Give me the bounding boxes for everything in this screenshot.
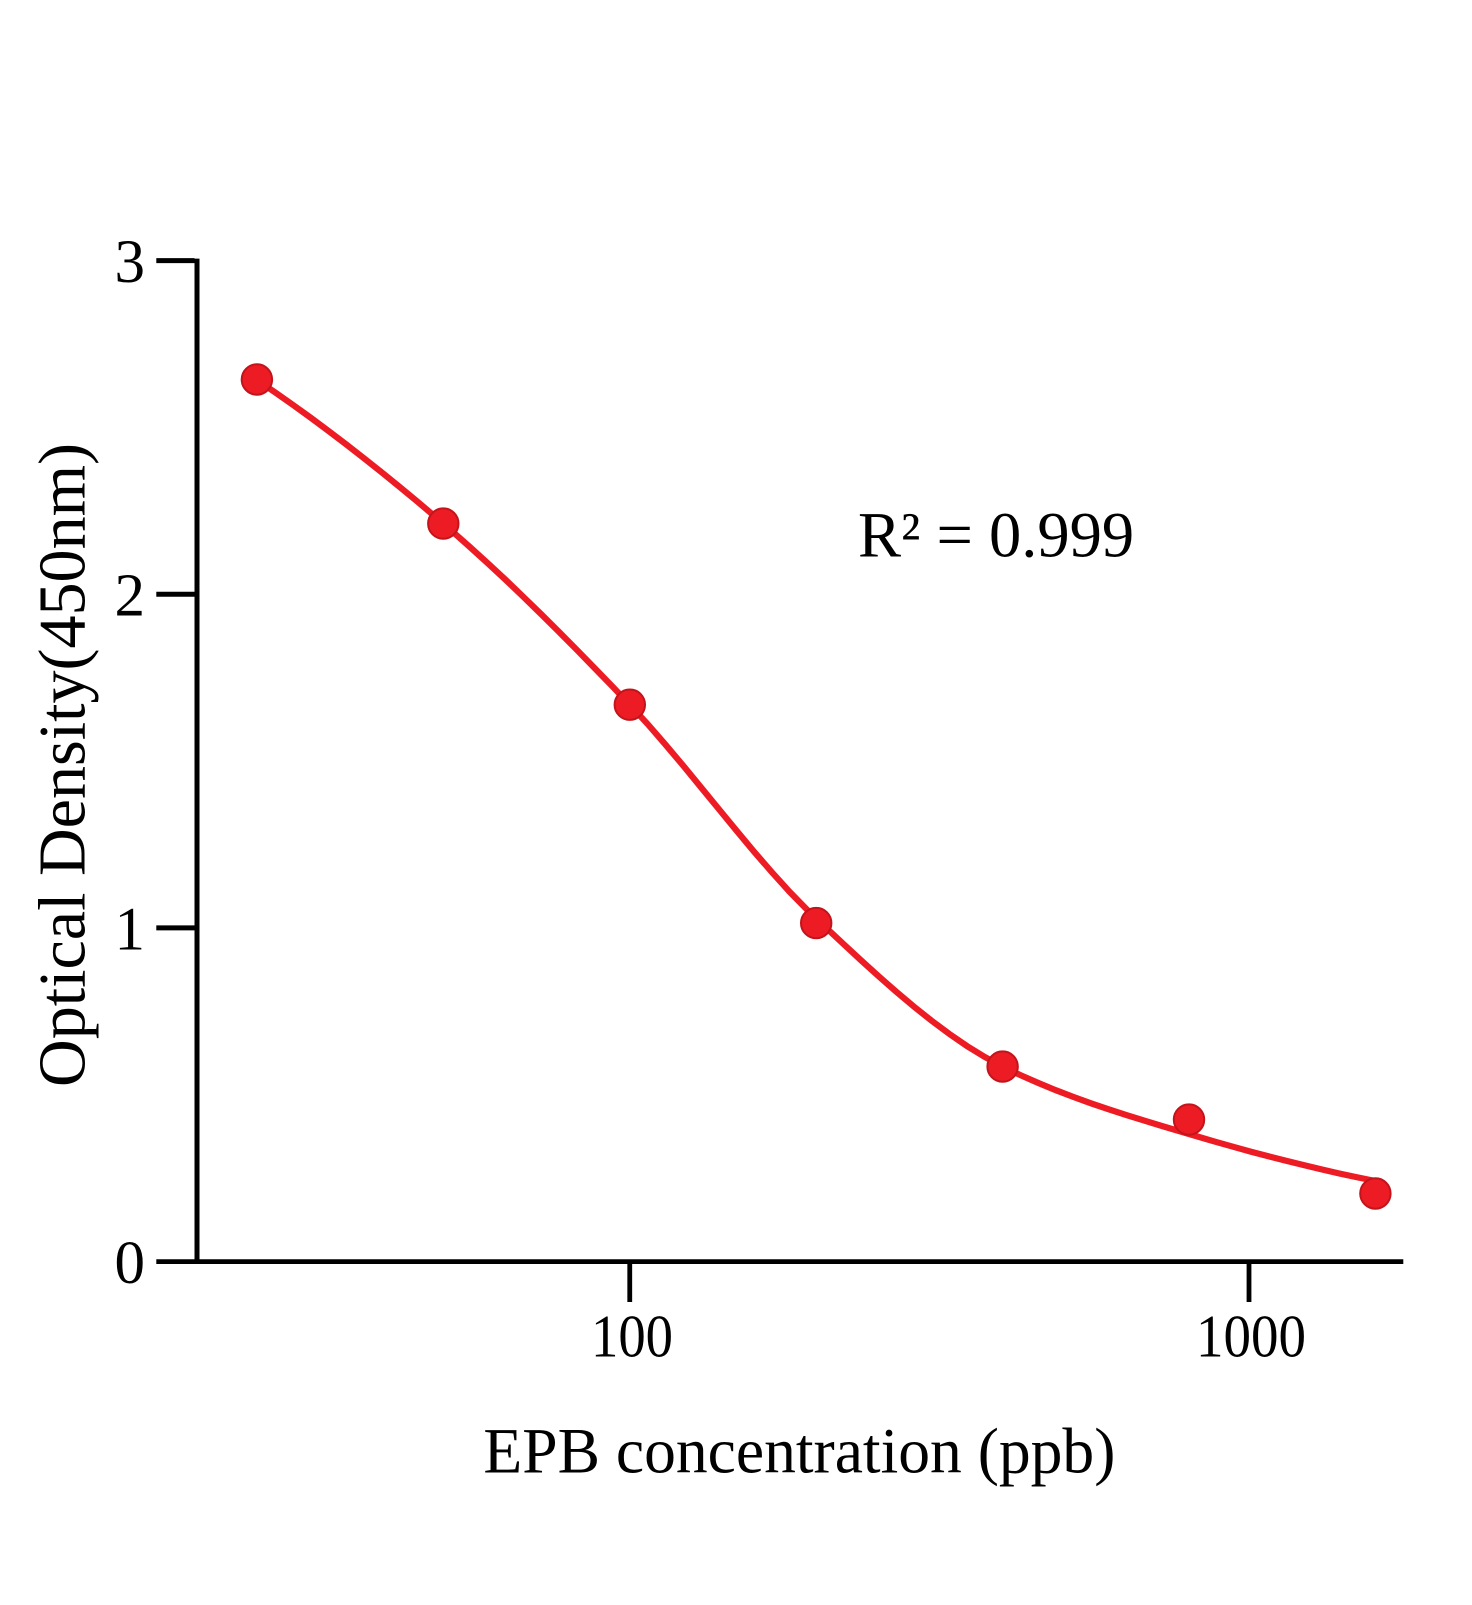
svg-text:R² = 0.999: R² = 0.999: [858, 500, 1134, 571]
svg-text:100: 100: [591, 1304, 673, 1370]
svg-text:0: 0: [115, 1230, 146, 1297]
svg-text:1000: 1000: [1196, 1304, 1306, 1370]
svg-text:1: 1: [115, 896, 146, 963]
svg-text:2: 2: [115, 563, 146, 630]
svg-text:3: 3: [115, 229, 146, 296]
svg-text:Optical Density(450nm): Optical Density(450nm): [26, 443, 100, 1087]
svg-text:EPB concentration (ppb): EPB concentration (ppb): [483, 1416, 1115, 1488]
